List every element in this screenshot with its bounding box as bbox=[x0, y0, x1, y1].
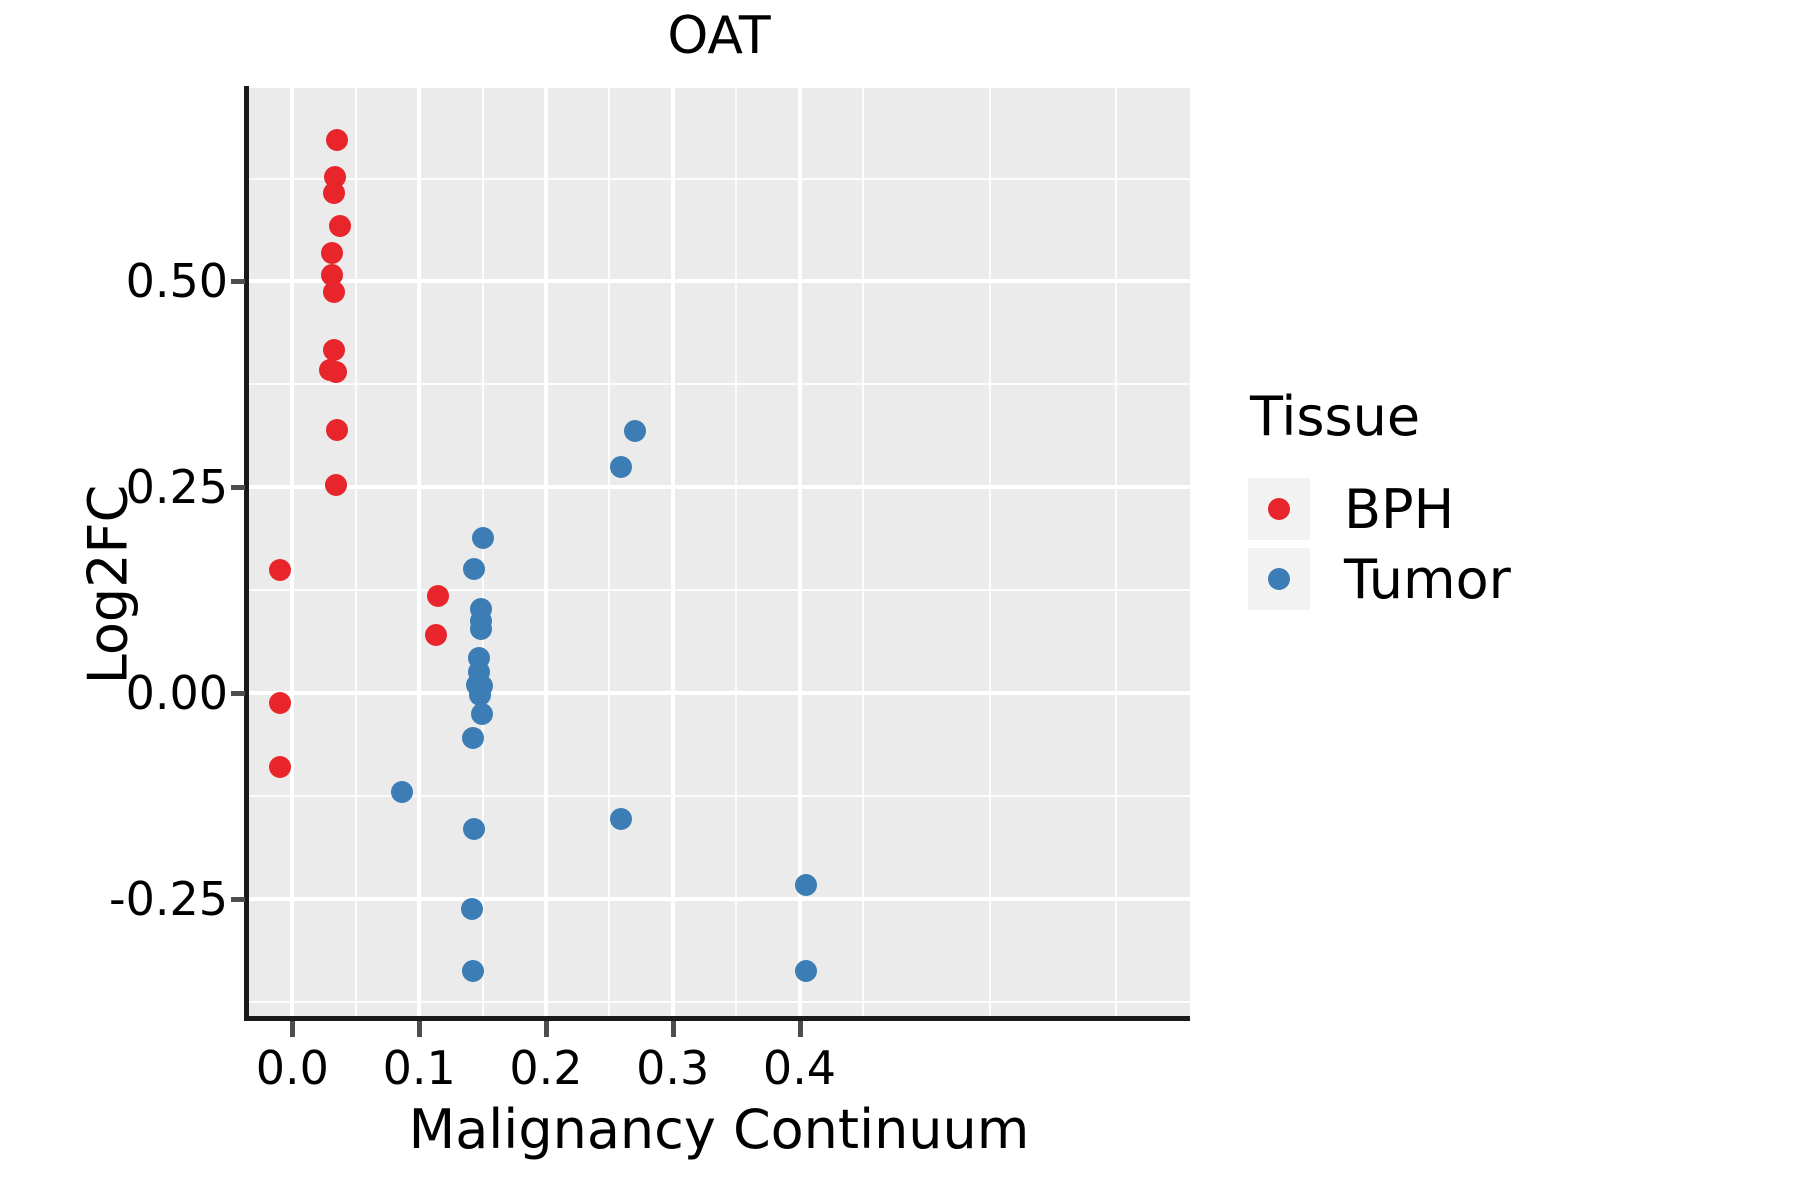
data-point-bph bbox=[425, 624, 448, 647]
gridline-major-horizontal bbox=[248, 690, 1190, 695]
legend-items: BPH Tumor bbox=[1248, 474, 1768, 614]
legend-key-swatch bbox=[1248, 548, 1310, 610]
data-point-tumor bbox=[469, 617, 492, 640]
y-axis-tick-label: 0.25 bbox=[125, 460, 228, 515]
data-point-tumor bbox=[609, 455, 632, 478]
gridline-major-vertical bbox=[543, 88, 548, 1018]
gridline-minor-vertical bbox=[608, 88, 611, 1018]
gridline-major-vertical bbox=[670, 88, 675, 1018]
data-point-bph bbox=[325, 473, 348, 496]
data-point-tumor bbox=[470, 703, 493, 726]
gridline-major-horizontal bbox=[248, 896, 1190, 901]
gridline-major-vertical bbox=[797, 88, 802, 1018]
legend: Tissue BPH Tumor bbox=[1248, 385, 1768, 614]
legend-item-bph[interactable]: BPH bbox=[1248, 474, 1768, 544]
legend-dot-icon bbox=[1268, 568, 1290, 590]
data-point-bph bbox=[268, 691, 291, 714]
gridline-major-horizontal bbox=[248, 485, 1190, 490]
gridline-minor-vertical bbox=[481, 88, 484, 1018]
gridline-major-horizontal bbox=[248, 279, 1190, 284]
data-point-tumor bbox=[391, 780, 414, 803]
x-axis-tick bbox=[290, 1021, 296, 1037]
gridline-minor-horizontal bbox=[248, 794, 1190, 797]
data-point-tumor bbox=[472, 527, 495, 550]
gridline-major-vertical bbox=[290, 88, 295, 1018]
data-point-bph bbox=[269, 559, 292, 582]
x-axis-line bbox=[244, 1016, 1190, 1021]
data-point-bph bbox=[321, 242, 344, 265]
x-axis-tick-label: 0.4 bbox=[762, 1041, 837, 1095]
legend-item-label: Tumor bbox=[1344, 547, 1511, 611]
data-point-tumor bbox=[610, 807, 633, 830]
data-point-bph bbox=[322, 338, 345, 361]
data-point-tumor bbox=[462, 557, 485, 580]
legend-title: Tissue bbox=[1250, 385, 1421, 448]
y-axis-line bbox=[244, 86, 249, 1020]
data-point-bph bbox=[328, 215, 351, 238]
gridline-minor-horizontal bbox=[248, 589, 1190, 592]
data-point-bph bbox=[320, 263, 343, 286]
x-axis-tick bbox=[543, 1021, 549, 1037]
data-point-tumor bbox=[462, 817, 485, 840]
x-axis-tick-label: 0.3 bbox=[636, 1041, 710, 1095]
data-point-tumor bbox=[795, 874, 818, 897]
page-title: OAT bbox=[667, 6, 771, 66]
gridline-minor-vertical bbox=[354, 88, 357, 1018]
data-point-bph bbox=[323, 281, 346, 304]
y-axis-tick bbox=[231, 896, 245, 902]
gridline-minor-horizontal bbox=[248, 383, 1190, 386]
data-point-bph bbox=[322, 181, 345, 204]
x-axis-tick bbox=[670, 1021, 676, 1037]
data-point-bph bbox=[326, 128, 349, 151]
gridline-minor-vertical bbox=[861, 88, 864, 1018]
legend-item-label: BPH bbox=[1344, 477, 1455, 541]
data-point-tumor bbox=[469, 684, 491, 707]
legend-item-tumor[interactable]: Tumor bbox=[1248, 544, 1768, 614]
data-point-bph bbox=[325, 360, 348, 383]
plot-panel bbox=[248, 88, 1190, 1018]
gridline-major-vertical bbox=[417, 88, 422, 1018]
data-point-tumor bbox=[794, 960, 817, 983]
data-point-tumor bbox=[462, 727, 485, 750]
data-point-tumor bbox=[460, 898, 483, 921]
y-axis-tick-label: 0.00 bbox=[125, 665, 228, 720]
x-axis-tick bbox=[417, 1021, 423, 1037]
data-point-bph bbox=[268, 755, 291, 778]
data-point-bph bbox=[426, 584, 449, 607]
y-axis-title: Log2FC bbox=[76, 484, 140, 685]
gridline-minor-horizontal bbox=[248, 177, 1190, 180]
gridline-minor-vertical bbox=[1115, 88, 1118, 1018]
y-axis-tick-label: -0.25 bbox=[108, 871, 228, 926]
y-axis-tick bbox=[231, 485, 245, 491]
x-axis-tick-label: 0.1 bbox=[382, 1041, 456, 1095]
y-axis-tick bbox=[231, 690, 245, 696]
data-point-bph bbox=[326, 418, 349, 441]
y-axis-tick-label: 0.50 bbox=[125, 254, 228, 309]
legend-key-swatch bbox=[1248, 478, 1310, 540]
y-axis-tick bbox=[231, 279, 245, 285]
x-axis-tick-label: 0.0 bbox=[255, 1041, 329, 1095]
x-axis-tick-label: 0.2 bbox=[509, 1041, 583, 1095]
gridline-minor-horizontal bbox=[248, 1000, 1190, 1003]
data-point-tumor bbox=[462, 960, 485, 983]
x-axis-title: Malignancy Continuum bbox=[408, 1098, 1030, 1161]
x-axis-tick bbox=[797, 1021, 803, 1037]
gridline-minor-vertical bbox=[988, 88, 991, 1018]
data-point-tumor bbox=[623, 420, 646, 443]
legend-dot-icon bbox=[1268, 498, 1290, 520]
gridline-minor-vertical bbox=[735, 88, 738, 1018]
